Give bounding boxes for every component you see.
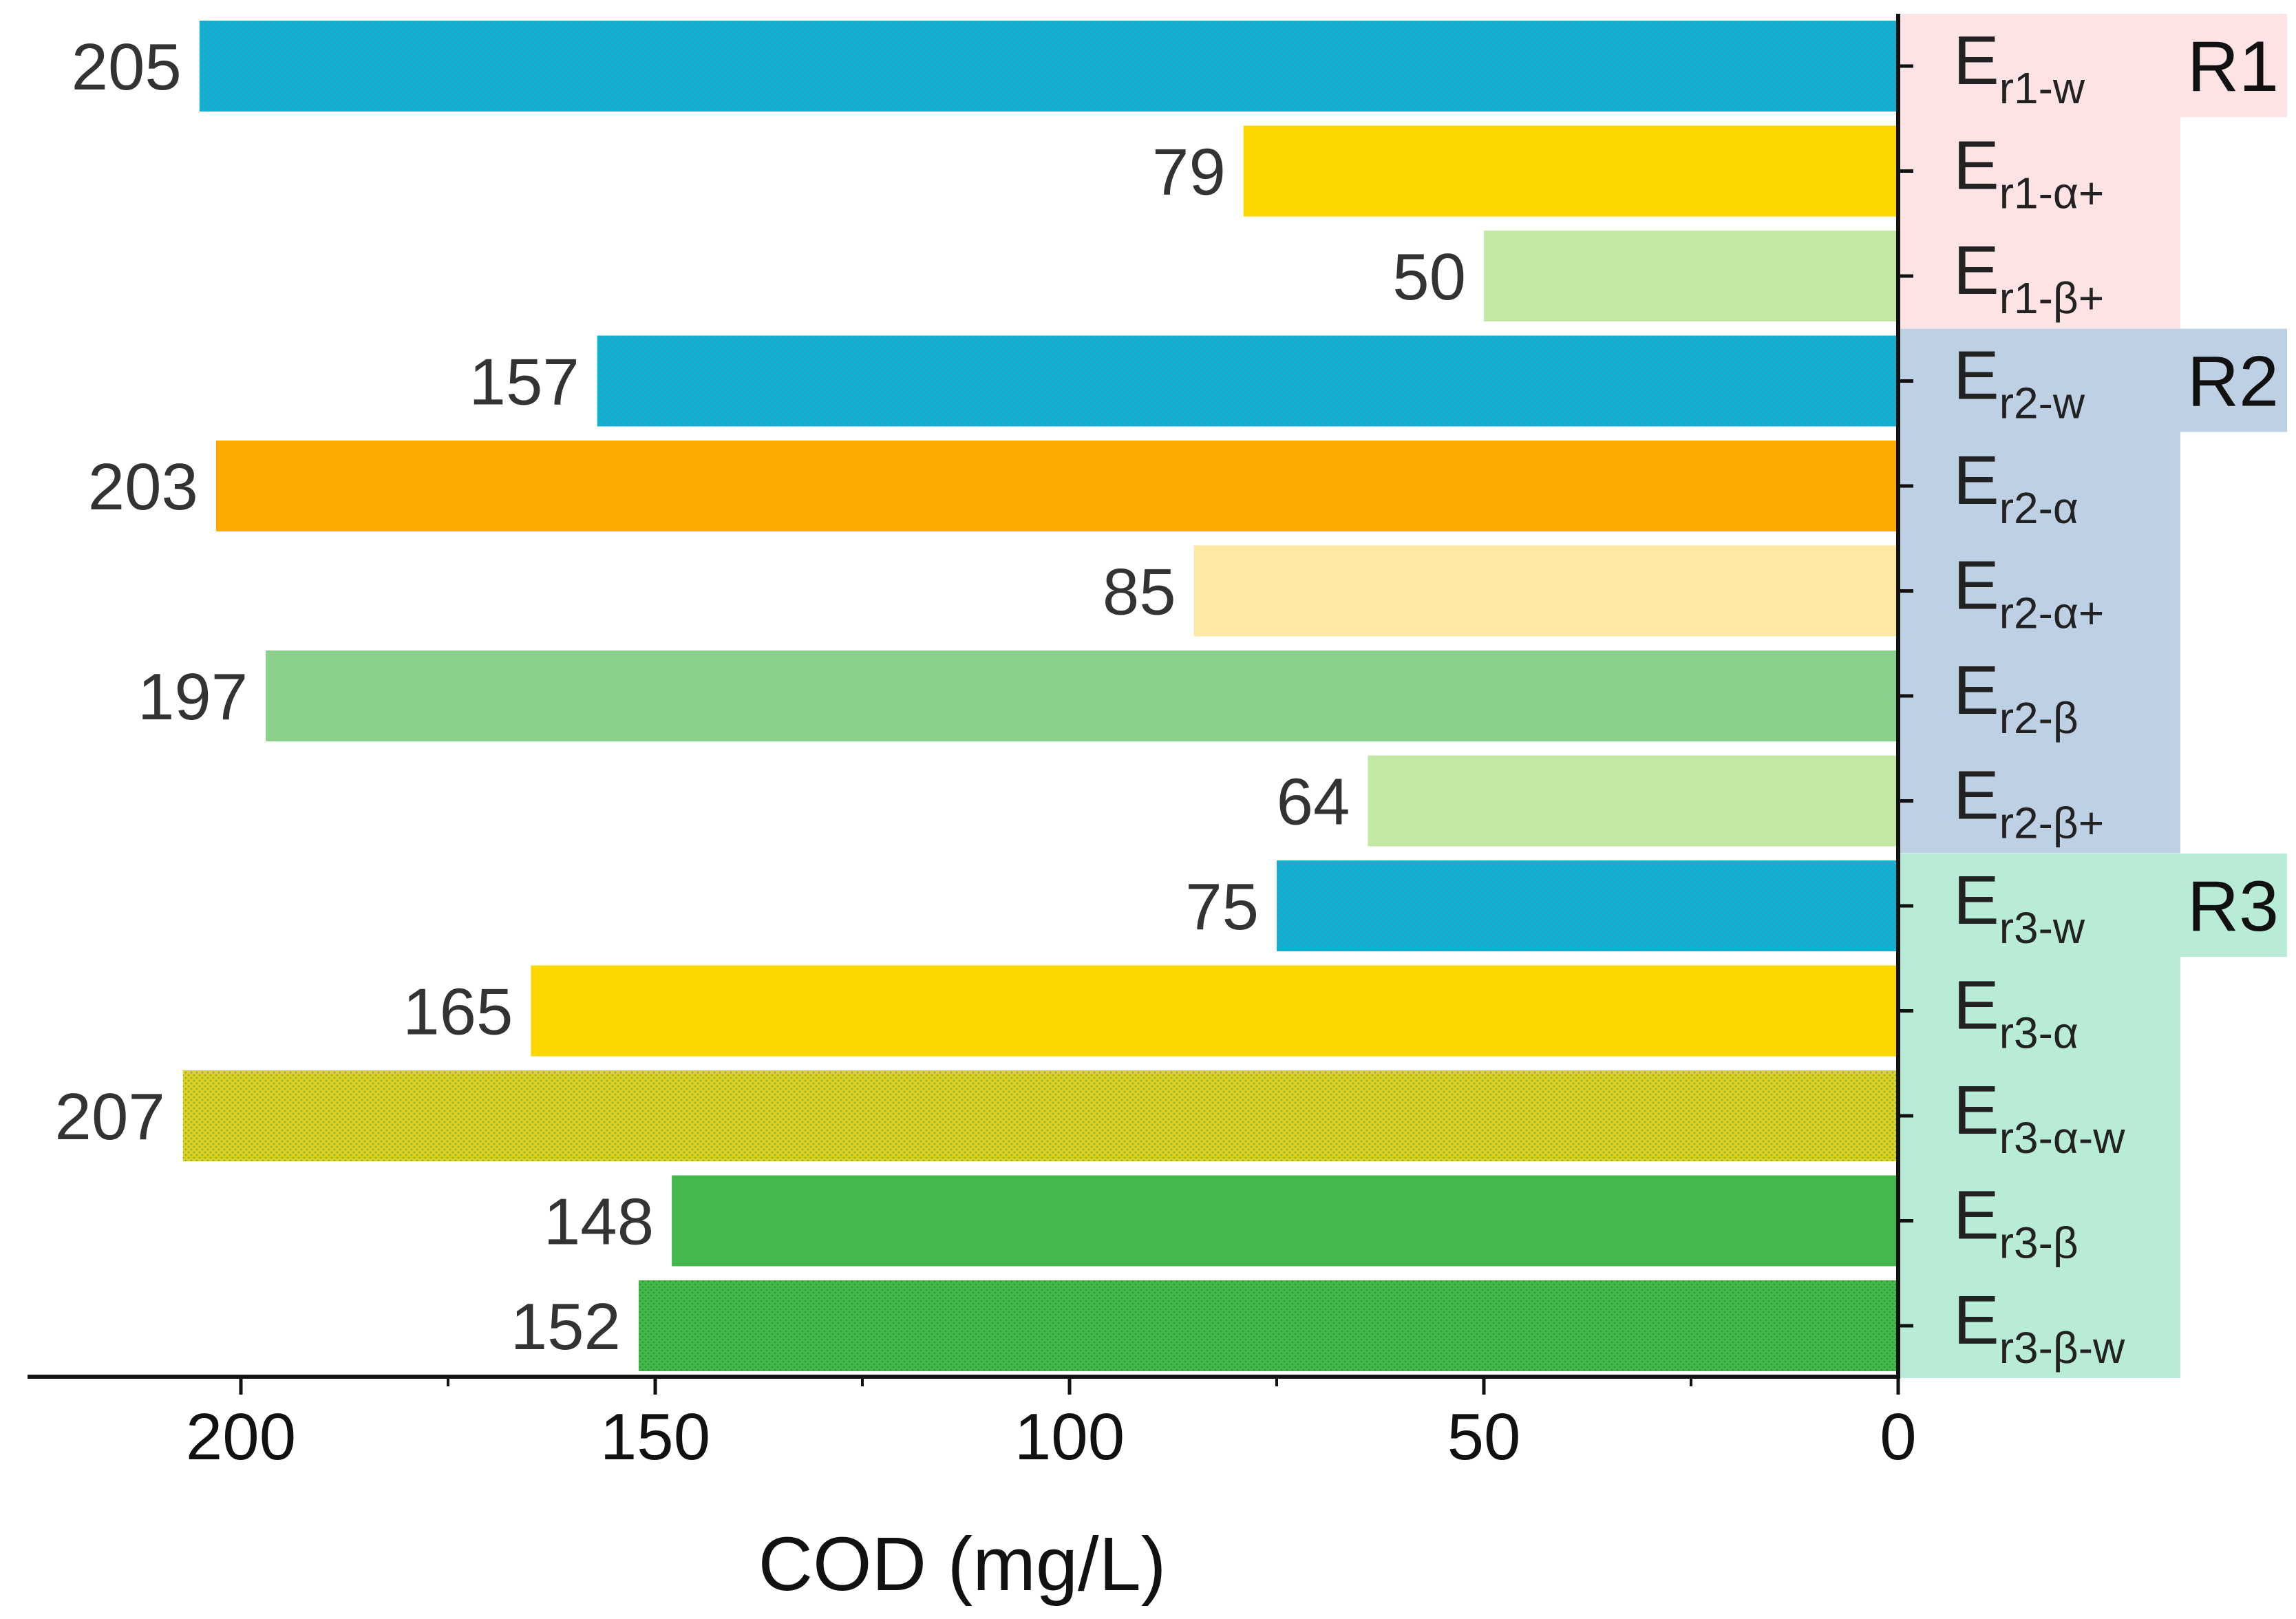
- value-label-r3-β: 148: [544, 1185, 654, 1259]
- category-main: E: [1953, 337, 1999, 414]
- category-label-r2-β: Er2-β: [1953, 652, 2079, 743]
- bar-r3-α: [531, 965, 1898, 1057]
- category-label-r2-w: Er2-w: [1953, 337, 2085, 428]
- value-label-r2-α: 203: [88, 450, 198, 524]
- value-label-r2-β+: 64: [1277, 765, 1350, 839]
- category-subscript: r1-w: [1999, 63, 2085, 113]
- category-label-r3-β-w: Er3-β-w: [1953, 1282, 2125, 1373]
- category-subscript: r2-α+: [1999, 589, 2105, 638]
- group-backgrounds: [1900, 14, 2287, 1378]
- group-labels: R1 R2 R3: [2187, 27, 2279, 946]
- category-label-r3-w: Er3-w: [1953, 862, 2085, 953]
- bar-r2-w: [597, 335, 1898, 427]
- group-tab-r1: [2180, 14, 2287, 117]
- bar-r2-β+: [1368, 755, 1898, 847]
- category-label-r2-α: Er2-α: [1953, 442, 2079, 533]
- category-label-r3-α-w: Er3-α-w: [1953, 1072, 2125, 1163]
- category-main: E: [1953, 967, 1999, 1044]
- group-panel-r3: [1900, 854, 2180, 1378]
- x-tick-label: 50: [1447, 1400, 1521, 1474]
- group-panel-r2: [1900, 328, 2180, 854]
- category-main: E: [1953, 757, 1999, 834]
- group-tab-r2: [2180, 328, 2287, 432]
- bar-r1-w: [199, 21, 1898, 112]
- value-label-r2-α+: 85: [1103, 555, 1176, 629]
- category-subscript: r3-α: [1999, 1008, 2079, 1058]
- value-label-r3-α-w: 207: [55, 1080, 165, 1154]
- category-main: E: [1953, 22, 1999, 99]
- value-label-r3-α: 165: [403, 975, 513, 1049]
- category-main: E: [1953, 127, 1999, 204]
- group-label-r1: R1: [2187, 27, 2279, 107]
- category-subscript: r2-α: [1999, 483, 2079, 533]
- axes: 200 150 100 50 0: [28, 14, 1917, 1474]
- bar-r3-β-w: [638, 1280, 1899, 1371]
- category-subscript: r3-β-w: [1999, 1323, 2125, 1373]
- bar-r2-α: [215, 441, 1899, 531]
- category-subscript: r2-β: [1999, 693, 2079, 743]
- bar-r1-β+: [1484, 231, 1898, 321]
- group-label-r2: R2: [2187, 342, 2279, 422]
- value-label-r1-β+: 50: [1392, 240, 1466, 314]
- value-label-r1-w: 205: [72, 30, 182, 104]
- x-tick-label: 150: [600, 1400, 710, 1474]
- bar-r3-α-w: [182, 1070, 1899, 1161]
- category-main: E: [1953, 862, 1999, 939]
- category-label-r1-α+: Er1-α+: [1953, 127, 2104, 218]
- group-tab-r3: [2180, 854, 2287, 957]
- value-label-r3-β-w: 152: [511, 1290, 621, 1364]
- category-subscript: r3-w: [1999, 903, 2085, 953]
- bar-r2-β: [266, 650, 1898, 741]
- category-subscript: r3-β: [1999, 1218, 2079, 1268]
- category-label-r3-β: Er3-β: [1953, 1177, 2079, 1268]
- value-label-r3-w: 75: [1185, 870, 1259, 944]
- category-subscript: r2-w: [1999, 379, 2085, 428]
- category-main: E: [1953, 1282, 1999, 1359]
- bar-r2-α+: [1193, 545, 1898, 637]
- category-label-r2-α+: Er2-α+: [1953, 547, 2104, 638]
- x-axis-title: COD (mg/L): [758, 1522, 1167, 1607]
- category-label-r1-w: Er1-w: [1953, 22, 2085, 113]
- x-tick-label: 0: [1880, 1400, 1916, 1474]
- category-subscript: r2-β+: [1999, 798, 2104, 848]
- category-label-r2-β+: Er2-β+: [1953, 757, 2104, 848]
- category-main: E: [1953, 547, 1999, 624]
- bar-r3-β: [672, 1175, 1898, 1267]
- value-label-r2-β: 197: [138, 660, 248, 734]
- category-subscript: r1-α+: [1999, 169, 2105, 218]
- category-subscript: r1-β+: [1999, 273, 2104, 323]
- category-main: E: [1953, 232, 1999, 309]
- category-main: E: [1953, 1072, 1999, 1149]
- category-label-r1-β+: Er1-β+: [1953, 232, 2104, 323]
- bar-r3-w: [1277, 860, 1898, 951]
- category-main: E: [1953, 1177, 1999, 1254]
- category-subscript: r3-α-w: [1999, 1113, 2126, 1163]
- bar-r1-α+: [1243, 125, 1898, 217]
- value-label-r2-w: 157: [469, 346, 580, 419]
- group-panel-r1: [1900, 14, 2180, 328]
- category-main: E: [1953, 442, 1999, 519]
- bars: [182, 21, 1899, 1371]
- category-labels: Er1-wEr1-α+Er1-β+Er2-wEr2-αEr2-α+Er2-βEr…: [1953, 22, 2125, 1373]
- x-tick-label: 100: [1014, 1400, 1125, 1474]
- category-label-r3-α: Er3-α: [1953, 967, 2079, 1058]
- x-tick-label: 200: [186, 1400, 296, 1474]
- category-main: E: [1953, 652, 1999, 729]
- value-label-r1-α+: 79: [1152, 136, 1226, 209]
- group-label-r3: R3: [2187, 867, 2279, 946]
